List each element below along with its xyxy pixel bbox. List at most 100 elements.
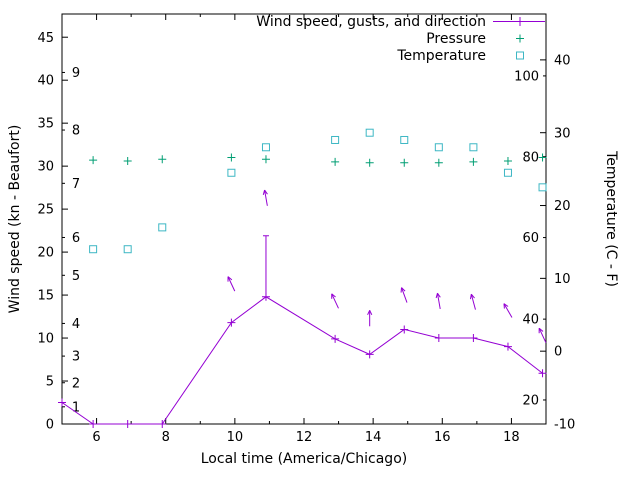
wind-point xyxy=(123,420,132,428)
wind-direction-arrowhead xyxy=(331,293,336,298)
x-tick-label: 6 xyxy=(92,430,100,445)
wind-point xyxy=(365,350,374,359)
fahrenheit-label: 40 xyxy=(522,313,539,328)
wind-point xyxy=(538,369,547,378)
wind-point xyxy=(227,318,236,327)
wind-point xyxy=(331,334,340,343)
temperature-point xyxy=(261,143,270,152)
celsius-tick-label: -10 xyxy=(554,418,575,433)
celsius-tick-label: 10 xyxy=(554,272,571,287)
beaufort-label: 1 xyxy=(72,400,80,415)
pressure-point xyxy=(158,155,167,164)
beaufort-label: 4 xyxy=(72,317,80,332)
wind-point xyxy=(89,420,98,428)
temperature-point xyxy=(158,223,167,232)
temperature-point xyxy=(503,168,512,177)
left-axis-label: Wind speed (kn - Beaufort) xyxy=(7,124,23,314)
legend-label-wind: Wind speed, gusts, and direction xyxy=(256,13,486,30)
pressure-point xyxy=(400,158,409,167)
celsius-tick-label: 30 xyxy=(554,126,571,141)
celsius-tick-label: 40 xyxy=(554,53,571,68)
wind-direction-arrowhead xyxy=(435,293,438,299)
x-tick-label: 14 xyxy=(365,430,382,445)
wind-direction-arrowhead xyxy=(469,294,472,300)
kn-tick-label: 35 xyxy=(37,117,54,132)
pressure-plus-sample-icon xyxy=(516,34,524,43)
kn-tick-label: 15 xyxy=(37,289,54,304)
wind-direction-arrowhead xyxy=(538,327,544,332)
temperature-point xyxy=(227,168,236,177)
temperature-point xyxy=(331,135,340,144)
wind-direction-arrow xyxy=(436,293,441,310)
wind-direction-arrow xyxy=(503,303,513,318)
fahrenheit-label: 100 xyxy=(514,69,539,84)
temperature-point xyxy=(123,245,132,254)
x-tick-label: 8 xyxy=(162,430,170,445)
kn-tick-label: 30 xyxy=(37,160,54,175)
wind-point xyxy=(158,420,167,428)
kn-tick-label: 40 xyxy=(37,74,54,89)
wind-direction-arrowhead xyxy=(227,276,233,281)
legend-row-temperature: Temperature xyxy=(256,47,546,64)
legend-label-temperature: Temperature xyxy=(397,47,486,64)
beaufort-label: 3 xyxy=(72,350,80,365)
wind-point xyxy=(58,398,66,407)
kn-tick-label: 0 xyxy=(46,418,54,433)
fahrenheit-label: 60 xyxy=(522,231,539,246)
x-tick-label: 12 xyxy=(296,430,313,445)
temperature-point xyxy=(434,143,443,152)
temperature-point xyxy=(365,128,374,137)
temperature-square-sample-icon xyxy=(516,51,524,60)
kn-tick-label: 5 xyxy=(46,375,54,390)
pressure-point xyxy=(331,157,340,166)
pressure-point xyxy=(123,156,132,165)
wind-direction-arrowhead xyxy=(401,287,406,292)
pressure-point xyxy=(469,157,478,166)
beaufort-label: 7 xyxy=(72,177,80,192)
temperature-point xyxy=(400,135,409,144)
x-tick-label: 10 xyxy=(227,430,244,445)
wind-direction-arrowhead xyxy=(503,303,509,307)
x-tick-label: 16 xyxy=(434,430,451,445)
kn-tick-label: 20 xyxy=(37,246,54,261)
wind-speed-line xyxy=(61,296,543,425)
legend-row-pressure: Pressure xyxy=(256,30,546,47)
wind-direction-arrowhead xyxy=(369,310,373,316)
wind-direction-arrow xyxy=(470,294,476,310)
wind-point xyxy=(503,342,512,351)
kn-tick-label: 10 xyxy=(37,332,54,347)
kn-tick-label: 45 xyxy=(37,31,54,46)
fahrenheit-label: 20 xyxy=(522,394,539,409)
wind-point xyxy=(400,325,409,334)
x-axis-label: Local time (America/Chicago) xyxy=(200,451,408,467)
pressure-point xyxy=(503,156,512,165)
beaufort-label: 9 xyxy=(72,66,80,81)
pressure-point xyxy=(89,156,98,165)
pressure-point xyxy=(261,155,270,164)
legend: Wind speed, gusts, and direction Pressur… xyxy=(256,13,546,64)
celsius-tick-label: 0 xyxy=(554,345,562,360)
beaufort-label: 2 xyxy=(72,376,80,391)
wind-direction-arrowhead xyxy=(437,292,441,298)
pressure-point xyxy=(538,153,547,162)
wind-direction-arrow xyxy=(538,328,547,343)
x-tick-label: 18 xyxy=(503,430,520,445)
wind-direction-arrow xyxy=(401,287,408,303)
wind-direction-arrowhead xyxy=(367,310,371,316)
temperature-point xyxy=(89,245,98,254)
beaufort-label: 6 xyxy=(72,231,80,246)
wind-direction-arrowhead xyxy=(470,293,475,299)
wind-direction-arrowhead xyxy=(262,189,266,196)
temperature-point xyxy=(469,143,478,152)
beaufort-label: 5 xyxy=(72,269,80,284)
beaufort-label: 8 xyxy=(72,124,80,139)
kn-tick-label: 25 xyxy=(37,203,54,218)
right-axis-label: Temperature (C - F) xyxy=(603,151,619,287)
pressure-point xyxy=(365,158,374,167)
wind-direction-arrow xyxy=(331,293,339,309)
wind-direction-arrowhead xyxy=(264,189,268,195)
pressure-point xyxy=(227,153,236,162)
wind-point xyxy=(469,334,478,343)
temperature-point xyxy=(538,183,547,192)
